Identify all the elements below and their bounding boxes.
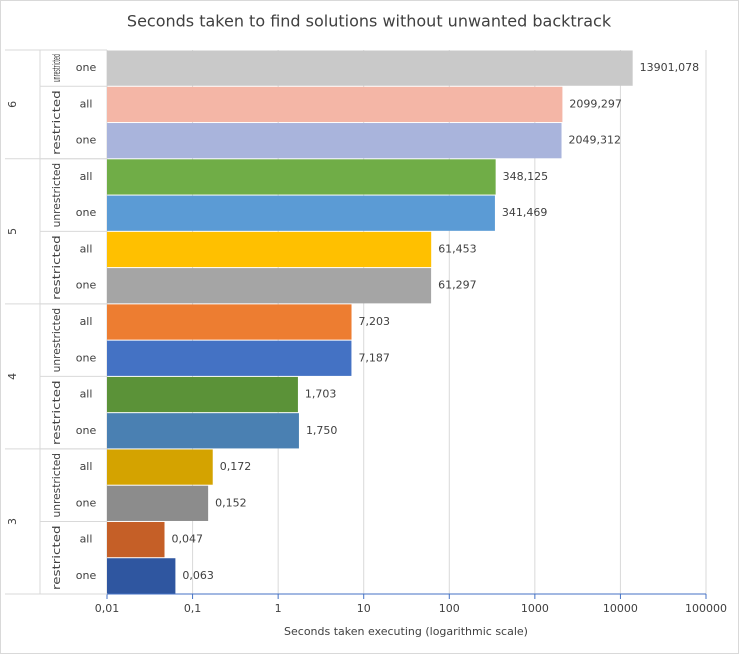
value-label: 0,063: [182, 569, 214, 582]
x-tick-label: 100000: [685, 602, 727, 615]
category-label: all: [80, 170, 93, 183]
bar: [107, 86, 563, 123]
value-label: 61,297: [438, 279, 477, 292]
value-label: 13901,078: [640, 61, 700, 74]
value-label: 2049,312: [569, 134, 622, 147]
category-label: one: [76, 569, 97, 582]
value-label: 348,125: [503, 170, 549, 183]
x-tick-label: 100: [439, 602, 460, 615]
bar: [107, 231, 432, 268]
value-label: 2099,297: [569, 97, 622, 110]
value-label: 341,469: [502, 206, 548, 219]
x-tick-label: 0,01: [95, 602, 120, 615]
value-label: 1,703: [305, 388, 337, 401]
group-label: 4: [6, 373, 19, 380]
subgroup-label: restricted: [50, 525, 63, 590]
category-label: all: [80, 97, 93, 110]
category-label: one: [76, 134, 97, 147]
subgroup-label: restricted: [50, 90, 63, 155]
chart-title: Seconds taken to find solutions without …: [127, 12, 612, 31]
bar: [107, 521, 165, 558]
x-axis-title: Seconds taken executing (logarithmic sca…: [284, 625, 528, 638]
bar: [107, 340, 352, 376]
value-label: 0,172: [220, 460, 252, 473]
category-label: one: [76, 206, 97, 219]
bar: [107, 195, 495, 231]
group-label: 3: [6, 518, 19, 525]
subgroup-label: restricted: [50, 380, 63, 445]
category-label: one: [76, 61, 97, 74]
value-label: 7,203: [359, 315, 391, 328]
subgroup-label: unrestricted: [50, 54, 63, 82]
subgroup-label: unrestricted: [50, 308, 63, 373]
x-tick-label: 10: [357, 602, 371, 615]
value-label: 0,047: [172, 533, 204, 546]
category-label: one: [76, 351, 97, 364]
value-label: 61,453: [438, 242, 477, 255]
bar: [107, 159, 496, 195]
category-label: all: [80, 242, 93, 255]
x-tick-label: 10000: [603, 602, 638, 615]
category-label: all: [80, 315, 93, 328]
category-label: one: [76, 496, 97, 509]
value-label: 7,187: [358, 351, 390, 364]
category-label: all: [80, 533, 93, 546]
subgroup-label: unrestricted: [50, 163, 63, 228]
category-label: all: [80, 460, 93, 473]
bar: [107, 268, 432, 304]
bar: [107, 449, 213, 485]
subgroup-label: restricted: [50, 235, 63, 300]
subgroup-label: unrestricted: [50, 453, 63, 518]
bar: [107, 123, 562, 159]
category-label: one: [76, 424, 97, 437]
value-label: 0,152: [215, 496, 247, 509]
x-tick-label: 1: [275, 602, 282, 615]
category-label: all: [80, 388, 93, 401]
value-label: 1,750: [306, 424, 338, 437]
bar: [107, 413, 299, 449]
bar: [107, 485, 209, 521]
bar: [107, 558, 176, 594]
bar: [107, 376, 298, 413]
group-label: 5: [6, 228, 19, 235]
category-label: one: [76, 279, 97, 292]
x-tick-label: 0,1: [184, 602, 202, 615]
bar: [107, 50, 633, 86]
x-tick-label: 1000: [521, 602, 549, 615]
group-label: 6: [6, 101, 19, 108]
bar: [107, 304, 352, 340]
